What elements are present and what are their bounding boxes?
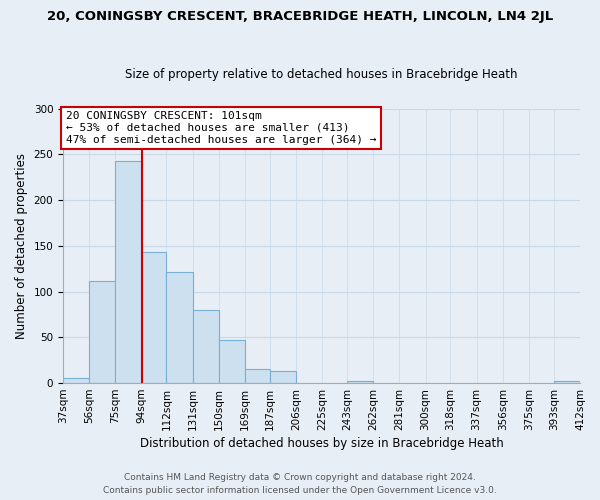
Bar: [554, 381, 580, 383]
Bar: [63, 378, 89, 383]
Title: Size of property relative to detached houses in Bracebridge Heath: Size of property relative to detached ho…: [125, 68, 518, 81]
Bar: [166, 272, 193, 383]
Bar: [245, 370, 270, 383]
Bar: [193, 310, 219, 383]
Bar: [270, 371, 296, 383]
Bar: [347, 381, 373, 383]
X-axis label: Distribution of detached houses by size in Bracebridge Heath: Distribution of detached houses by size …: [140, 437, 503, 450]
Bar: [115, 160, 142, 383]
Bar: [89, 282, 115, 383]
Text: Contains HM Land Registry data © Crown copyright and database right 2024.
Contai: Contains HM Land Registry data © Crown c…: [103, 474, 497, 495]
Bar: [142, 252, 166, 383]
Text: 20, CONINGSBY CRESCENT, BRACEBRIDGE HEATH, LINCOLN, LN4 2JL: 20, CONINGSBY CRESCENT, BRACEBRIDGE HEAT…: [47, 10, 553, 23]
Text: 20 CONINGSBY CRESCENT: 101sqm
← 53% of detached houses are smaller (413)
47% of : 20 CONINGSBY CRESCENT: 101sqm ← 53% of d…: [65, 112, 376, 144]
Bar: [219, 340, 245, 383]
Y-axis label: Number of detached properties: Number of detached properties: [15, 153, 28, 339]
